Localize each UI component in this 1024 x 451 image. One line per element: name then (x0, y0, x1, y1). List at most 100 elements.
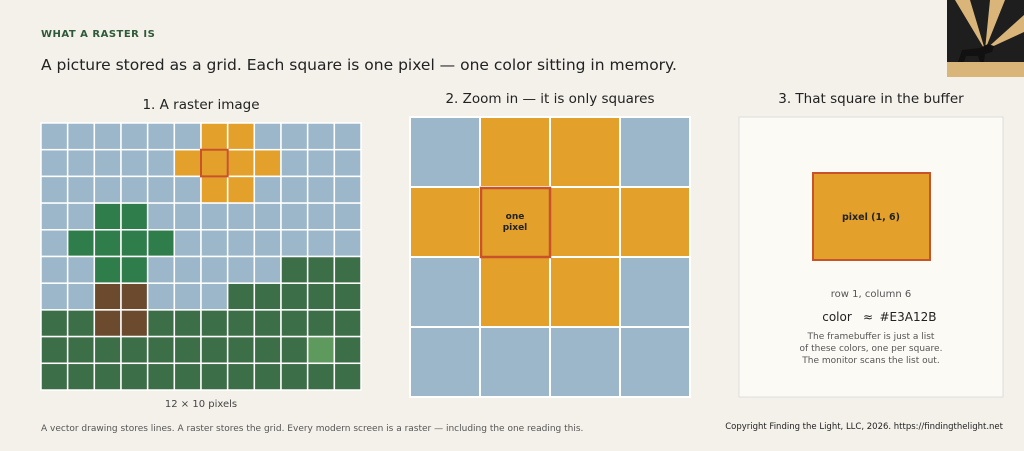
zoom-pixel (619, 116, 691, 188)
pixel (280, 148, 309, 178)
zoom-highlight (479, 186, 552, 259)
pixel (333, 362, 362, 391)
pixel (306, 148, 336, 178)
zoom-pixel (619, 326, 691, 398)
logo (947, 0, 1024, 77)
pixel-highlight (200, 148, 229, 178)
pixel (253, 148, 282, 178)
pixel (173, 148, 202, 178)
color-approx: ≈ (863, 310, 873, 324)
pixel (200, 362, 229, 391)
pixel (146, 175, 176, 204)
pixel (66, 255, 96, 284)
pixel (173, 362, 202, 391)
pixel (226, 202, 256, 231)
pixel (200, 202, 229, 231)
pixel (173, 229, 202, 258)
pixel (120, 335, 149, 365)
pixel (253, 229, 282, 258)
pixel (306, 309, 336, 338)
pixel-label: pixel (1, 6) (842, 212, 900, 223)
pixel (200, 335, 229, 365)
pixel (280, 202, 309, 231)
pixel (253, 362, 282, 391)
pixel (66, 309, 96, 338)
pixel (306, 255, 336, 284)
pixel (173, 282, 202, 311)
panel-title: 2. Zoom in — it is only squares (445, 91, 654, 107)
grid-caption: 12 × 10 pixels (165, 399, 237, 410)
pixel (173, 255, 202, 284)
pixel (253, 175, 282, 204)
pixel (66, 202, 96, 231)
pixel (226, 282, 256, 311)
pixel (200, 229, 229, 258)
pixel (146, 148, 176, 178)
zoom-pixel (409, 186, 481, 258)
zoom-pixel (409, 326, 481, 398)
pixel (120, 122, 149, 151)
pixel (226, 335, 256, 365)
zoom-pixel (479, 256, 551, 328)
zoom-pixel (479, 116, 551, 188)
pixel (40, 309, 69, 338)
note-line: The framebuffer is just a list (807, 332, 935, 342)
pixel (253, 202, 282, 231)
pixel (66, 335, 96, 365)
pixel (146, 309, 176, 338)
pixel (146, 282, 176, 311)
pixel (173, 309, 202, 338)
pixel (93, 335, 122, 365)
pixel (93, 229, 122, 258)
pixel (40, 148, 69, 178)
pixel (333, 309, 362, 338)
pixel (66, 362, 96, 391)
cell-label: pixel (503, 223, 528, 233)
pixel (146, 229, 176, 258)
pixel (173, 202, 202, 231)
pixel (146, 362, 176, 391)
pixel (173, 335, 202, 365)
pixel (306, 335, 336, 365)
zoom-pixel (479, 186, 551, 258)
pixel (93, 202, 122, 231)
pixel (40, 362, 69, 391)
pixel (306, 229, 336, 258)
pixel (333, 122, 362, 151)
panel-title: 1. A raster image (142, 97, 259, 113)
zoom-pixel (549, 326, 621, 398)
pixel (66, 282, 96, 311)
pixel (200, 122, 229, 151)
pixel (93, 175, 122, 204)
pixel (306, 175, 336, 204)
pixel (200, 255, 229, 284)
pixel (280, 122, 309, 151)
pixel (253, 282, 282, 311)
pixel (66, 175, 96, 204)
pixel (226, 309, 256, 338)
pixel (173, 175, 202, 204)
pixel (200, 148, 229, 178)
zoom-pixel (549, 116, 621, 188)
pixel (200, 175, 229, 204)
pixel (253, 255, 282, 284)
pixel (253, 122, 282, 151)
cell-label: one (506, 212, 525, 222)
pixel (226, 148, 256, 178)
zoom-pixel (409, 116, 481, 188)
pixel (93, 309, 122, 338)
note-line: The monitor scans the list out. (801, 356, 939, 366)
pixel (333, 282, 362, 311)
pixel (93, 122, 122, 151)
zoom-pixel (479, 326, 551, 398)
pixel (280, 335, 309, 365)
pixel (146, 335, 176, 365)
pixel (120, 362, 149, 391)
pixel (333, 175, 362, 204)
pixel (93, 148, 122, 178)
pixel (306, 122, 336, 151)
pixel (173, 122, 202, 151)
pixel (333, 202, 362, 231)
panel-title: 3. That square in the buffer (778, 91, 964, 107)
